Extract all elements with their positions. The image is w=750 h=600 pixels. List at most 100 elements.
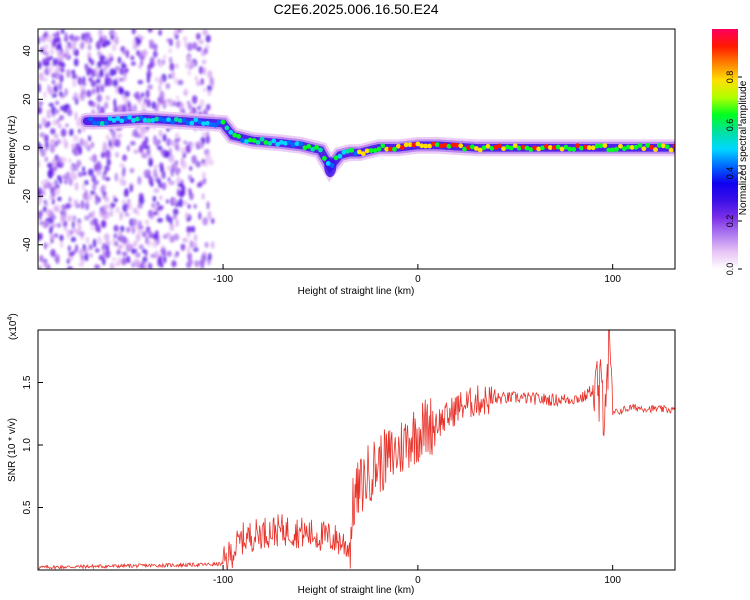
x-tick-label: -100 <box>213 274 233 285</box>
heatmap-ridge-cell <box>181 117 187 123</box>
heatmap-noise-cell <box>46 108 51 117</box>
heatmap-noise-cell <box>201 132 207 138</box>
heatmap-ridge-cell <box>407 142 413 148</box>
heatmap-noise-cell <box>105 134 110 141</box>
heatmap-noise-cell <box>60 29 65 35</box>
heatmap-ridge-cell <box>92 120 97 126</box>
heatmap-ridge-cell <box>127 114 132 120</box>
heatmap-noise-cell <box>148 157 154 167</box>
heatmap-ridge-cell <box>446 143 452 149</box>
heatmap-noise-cell <box>149 60 154 69</box>
heatmap-noise-cell <box>88 212 93 218</box>
heatmap-noise-cell <box>153 135 157 141</box>
heatmap-ridge-cell <box>633 144 639 150</box>
heatmap-noise-cell <box>166 137 172 147</box>
heatmap-noise-cell <box>123 188 128 198</box>
heatmap-noise-cell <box>81 33 85 41</box>
heatmap-noise-cell <box>207 252 212 261</box>
heatmap-noise-cell <box>119 234 125 244</box>
heatmap-noise-cell <box>115 140 121 148</box>
heatmap-noise-cell <box>40 37 45 42</box>
heatmap-noise-cell <box>201 171 206 179</box>
heatmap-noise-cell <box>175 218 180 227</box>
heatmap-noise-cell <box>121 257 128 266</box>
heatmap-ridge-cell <box>290 142 296 148</box>
heatmap-noise-cell <box>148 176 154 186</box>
y-tick-label: 0.5 <box>22 500 33 514</box>
heatmap-noise-cell <box>63 34 69 43</box>
heatmap-noise-cell <box>38 123 42 130</box>
heatmap-noise-cell <box>57 60 64 67</box>
heatmap-noise-cell <box>183 140 188 145</box>
heatmap-ridge-cell <box>333 155 339 161</box>
heatmap-noise-cell <box>147 231 154 239</box>
heatmap-noise-cell <box>156 211 161 217</box>
heatmap-noise-cell <box>103 233 110 241</box>
heatmap-ridge-cell <box>567 146 573 152</box>
heatmap-noise-cell <box>80 200 85 210</box>
heatmap-noise-cell <box>79 138 85 147</box>
heatmap-noise-cell <box>75 142 81 152</box>
heatmap-noise-cell <box>133 149 140 154</box>
heatmap-noise-cell <box>61 128 65 137</box>
heatmap-noise-cell <box>90 141 95 149</box>
heatmap-ridge-cell <box>602 143 608 148</box>
heatmap-noise-cell <box>195 32 201 41</box>
heatmap-noise-cell <box>113 224 119 232</box>
heatmap-noise-cell <box>78 225 82 232</box>
colorbar-tick-label: 0.4 <box>725 167 735 180</box>
heatmap-noise-cell <box>142 248 146 254</box>
heatmap-ridge-cell <box>384 146 390 152</box>
heatmap-noise-cell <box>143 169 150 179</box>
heatmap-noise-cell <box>70 171 76 179</box>
heatmap-noise-cell <box>104 101 109 110</box>
heatmap-noise-cell <box>205 153 212 161</box>
heatmap-noise-cell <box>57 175 62 181</box>
heatmap-noise-cell <box>205 135 211 144</box>
heatmap-ridge-cell <box>489 145 495 151</box>
heatmap-noise-cell <box>141 153 148 159</box>
heatmap-ridge-cell <box>481 145 487 151</box>
heatmap-noise-cell <box>48 196 52 201</box>
heatmap-noise-cell <box>119 176 124 186</box>
heatmap-noise-cell <box>71 220 75 230</box>
heatmap-ridge-cell <box>232 132 238 138</box>
heatmap-noise-cell <box>107 53 114 58</box>
heatmap-ridge-cell <box>641 146 647 152</box>
heatmap-noise-cell <box>126 226 131 233</box>
heatmap-noise-cell <box>101 220 106 227</box>
heatmap-noise-cell <box>73 58 79 67</box>
heatmap-noise-cell <box>84 252 89 262</box>
heatmap-ridge-cell <box>150 117 156 123</box>
heatmap-noise-cell <box>72 78 77 88</box>
heatmap-noise-cell <box>185 144 192 154</box>
heatmap-noise-cell <box>164 150 170 159</box>
y-tick-label: 20 <box>22 93 33 105</box>
heatmap-ridge-cell <box>341 149 347 155</box>
heatmap-ridge-cell <box>668 147 674 153</box>
heatmap-ridge-cell <box>637 142 643 148</box>
heatmap-noise-cell <box>178 198 184 208</box>
heatmap-noise-cell <box>54 205 58 213</box>
heatmap-ridge-cell <box>142 117 148 123</box>
heatmap-noise-cell <box>145 236 149 245</box>
heatmap-noise-cell <box>112 257 116 262</box>
heatmap-noise-cell <box>154 230 159 236</box>
heatmap-ridge-cell <box>357 149 362 155</box>
heatmap-noise-cell <box>73 92 78 99</box>
heatmap-noise-cell <box>195 160 202 168</box>
heatmap-noise-cell <box>51 119 58 126</box>
heatmap-noise-cell <box>153 43 158 51</box>
y-tick-label: 1.5 <box>22 375 33 389</box>
heatmap-noise-cell <box>204 241 209 248</box>
heatmap-noise-cell <box>187 252 193 261</box>
heatmap-noise-cell <box>96 169 102 176</box>
heatmap-noise-cell <box>160 98 166 105</box>
heatmap-noise-cell <box>101 151 105 159</box>
heatmap-noise-cell <box>203 158 210 167</box>
heatmap-noise-cell <box>59 74 64 83</box>
heatmap-noise-cell <box>57 196 62 202</box>
heatmap-ridge-cell <box>134 116 140 122</box>
heatmap-noise-cell <box>75 149 79 157</box>
heatmap-ridge-cell <box>349 147 355 153</box>
